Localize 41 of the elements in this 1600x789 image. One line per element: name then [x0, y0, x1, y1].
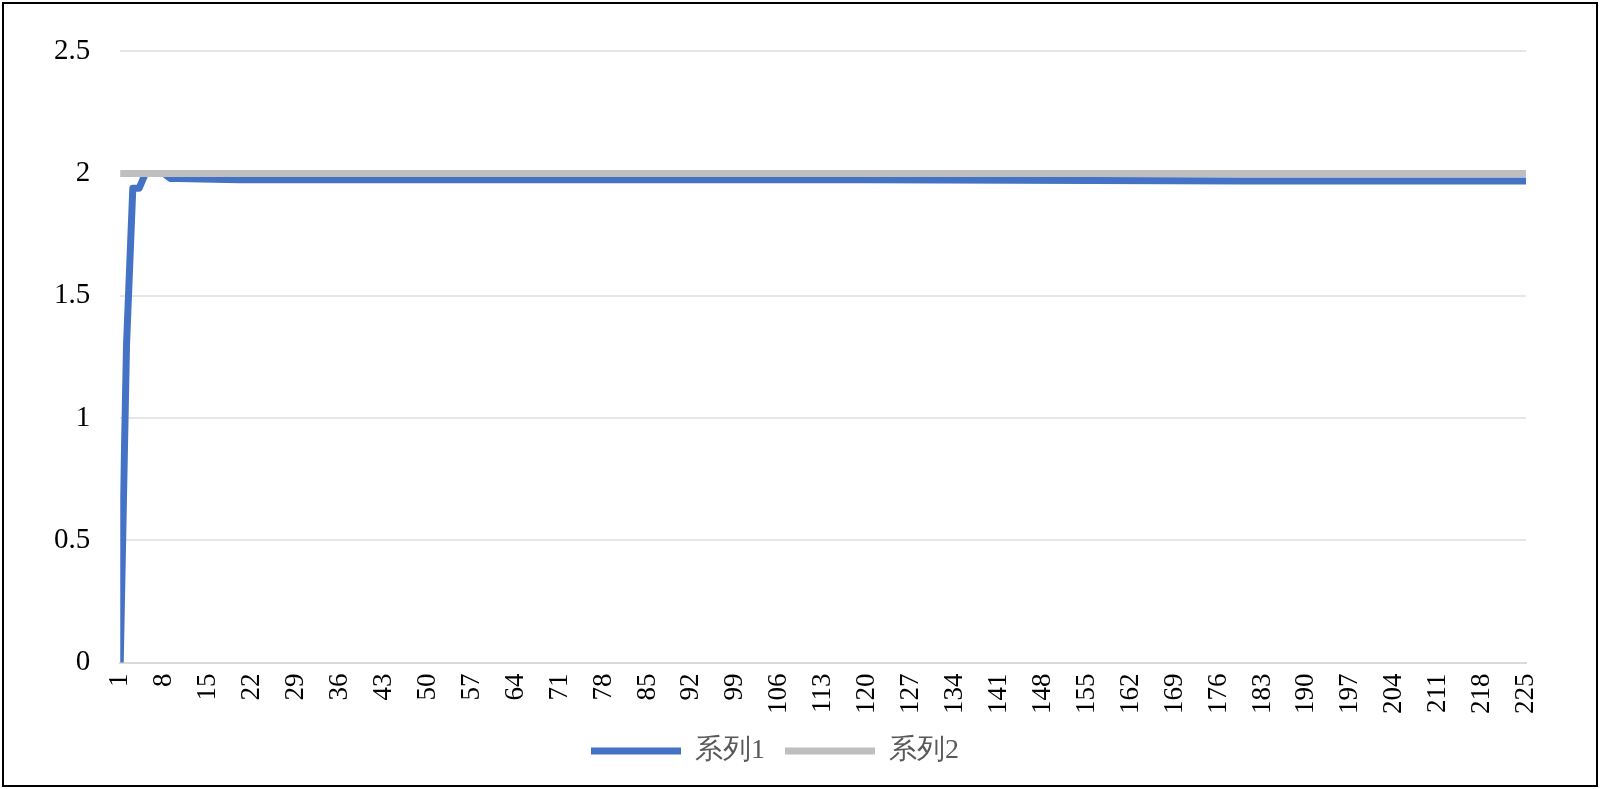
x-tick-label: 36 [322, 673, 353, 701]
x-tick-label: 190 [1289, 673, 1320, 714]
x-tick-label: 99 [718, 673, 749, 701]
x-tick-label: 57 [454, 673, 485, 701]
x-tick-label: 162 [1113, 673, 1144, 714]
legend-label: 系列2 [889, 733, 959, 765]
x-tick-label: 29 [279, 673, 310, 701]
x-tick-label: 71 [542, 673, 573, 701]
x-tick-label: 204 [1377, 673, 1408, 714]
x-tick-label: 120 [850, 673, 881, 714]
x-tick-label: 64 [498, 673, 529, 701]
y-tick-label: 1 [75, 399, 91, 432]
x-tick-label: 141 [981, 673, 1012, 714]
x-tick-label: 211 [1421, 673, 1452, 713]
x-tick-label: 15 [191, 673, 222, 701]
y-tick-label: 0 [75, 644, 91, 677]
x-tick-label: 85 [630, 673, 661, 701]
x-tick-label: 106 [762, 673, 793, 714]
x-tick-label: 169 [1157, 673, 1188, 714]
x-tick-label: 92 [674, 673, 705, 701]
x-tick-label: 78 [586, 673, 617, 701]
x-tick-label: 127 [894, 673, 925, 714]
y-tick-label: 2.5 [54, 33, 91, 66]
x-tick-label: 197 [1333, 673, 1364, 714]
x-tick-label: 43 [366, 673, 397, 701]
x-tick-label: 225 [1509, 673, 1540, 714]
legend-label: 系列1 [695, 733, 765, 765]
y-tick-label: 1.5 [54, 277, 91, 310]
y-tick-label: 0.5 [54, 521, 91, 554]
x-tick-label: 148 [1025, 673, 1056, 714]
x-tick-label: 50 [410, 673, 441, 701]
x-tick-label: 218 [1465, 673, 1496, 714]
x-tick-label: 155 [1069, 673, 1100, 714]
x-tick-label: 134 [938, 673, 969, 714]
x-tick-label: 183 [1245, 673, 1276, 714]
x-tick-label: 22 [235, 673, 266, 701]
x-tick-label: 113 [806, 673, 837, 713]
x-tick-label: 176 [1201, 673, 1232, 714]
x-tick-label: 8 [147, 673, 178, 687]
y-tick-label: 2 [75, 155, 91, 188]
x-tick-label: 1 [103, 673, 134, 687]
